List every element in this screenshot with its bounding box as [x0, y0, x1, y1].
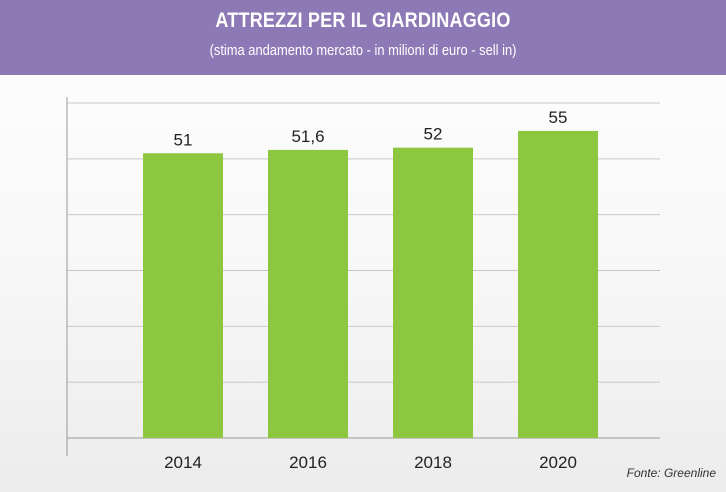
bar-2016 [268, 149, 348, 438]
bar-2020 [518, 130, 598, 438]
chart-subtitle: (stima andamento mercato - in milioni di… [209, 42, 517, 59]
bar-chart-svg: 51 2014 51,6 2016 52 2018 55 2020 [66, 97, 660, 472]
data-label-2020: 55 [549, 108, 568, 127]
chart-header: ATTREZZI PER IL GIARDINAGGIO (stima anda… [0, 0, 726, 75]
bar-2018 [393, 147, 473, 438]
data-label-2014: 51 [174, 130, 193, 149]
data-label-2018: 52 [424, 125, 443, 144]
x-tick-label-2016: 2016 [289, 453, 327, 472]
chart-title: ATTREZZI PER IL GIARDINAGGIO [215, 9, 511, 32]
source-note: Fonte: Greenline [626, 466, 716, 480]
bar-chart: 51 2014 51,6 2016 52 2018 55 2020 [0, 75, 726, 492]
bar-2014 [143, 153, 223, 438]
x-tick-label-2014: 2014 [164, 453, 202, 472]
x-tick-label-2018: 2018 [414, 453, 452, 472]
x-tick-label-2020: 2020 [539, 453, 577, 472]
data-label-2016: 51,6 [291, 127, 324, 146]
